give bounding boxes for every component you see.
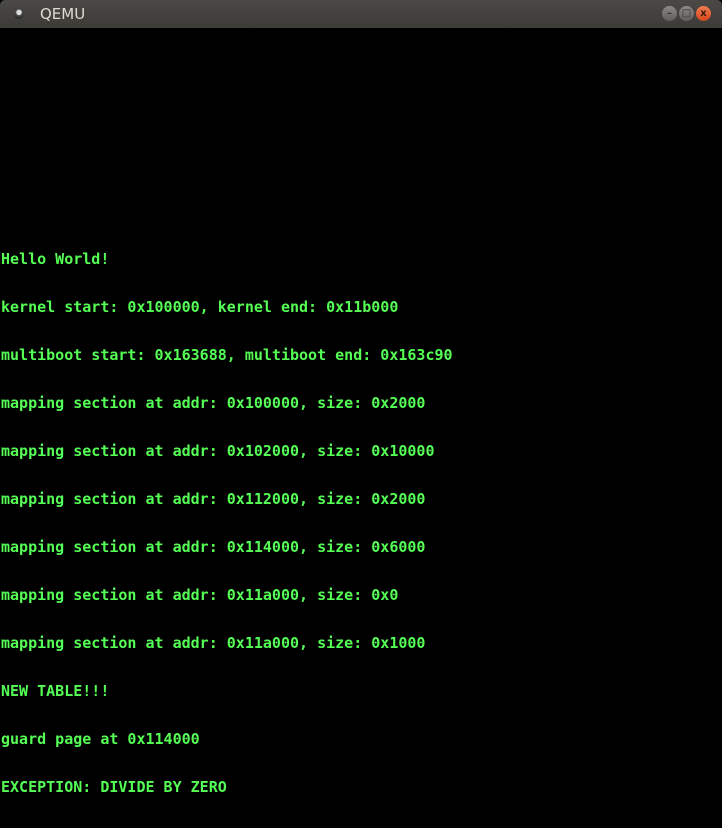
console-line: NEW TABLE!!! xyxy=(1,682,110,700)
vm-display[interactable]: Hello World! kernel start: 0x100000, ker… xyxy=(0,28,722,795)
console-line: EXCEPTION: DIVIDE BY ZERO xyxy=(1,778,227,796)
console-output: Hello World! kernel start: 0x100000, ker… xyxy=(1,219,453,827)
maximize-button[interactable]: □ xyxy=(679,6,694,21)
console-line: mapping section at addr: 0x112000, size:… xyxy=(1,490,426,508)
console-line: Hello World! xyxy=(1,250,110,268)
console-line: kernel start: 0x100000, kernel end: 0x11… xyxy=(1,298,399,316)
app-icon xyxy=(14,8,24,19)
console-line: mapping section at addr: 0x11a000, size:… xyxy=(1,586,399,604)
close-button[interactable]: x xyxy=(696,6,711,21)
console-line: mapping section at addr: 0x100000, size:… xyxy=(1,394,426,412)
title-bar[interactable]: QEMU – □ x xyxy=(0,0,722,28)
console-line: mapping section at addr: 0x11a000, size:… xyxy=(1,634,426,652)
window-title: QEMU xyxy=(40,5,86,23)
console-line: multiboot start: 0x163688, multiboot end… xyxy=(1,346,453,364)
console-line: mapping section at addr: 0x102000, size:… xyxy=(1,442,435,460)
console-line: guard page at 0x114000 xyxy=(1,730,200,748)
console-line: mapping section at addr: 0x114000, size:… xyxy=(1,538,426,556)
minimize-button[interactable]: – xyxy=(662,6,677,21)
